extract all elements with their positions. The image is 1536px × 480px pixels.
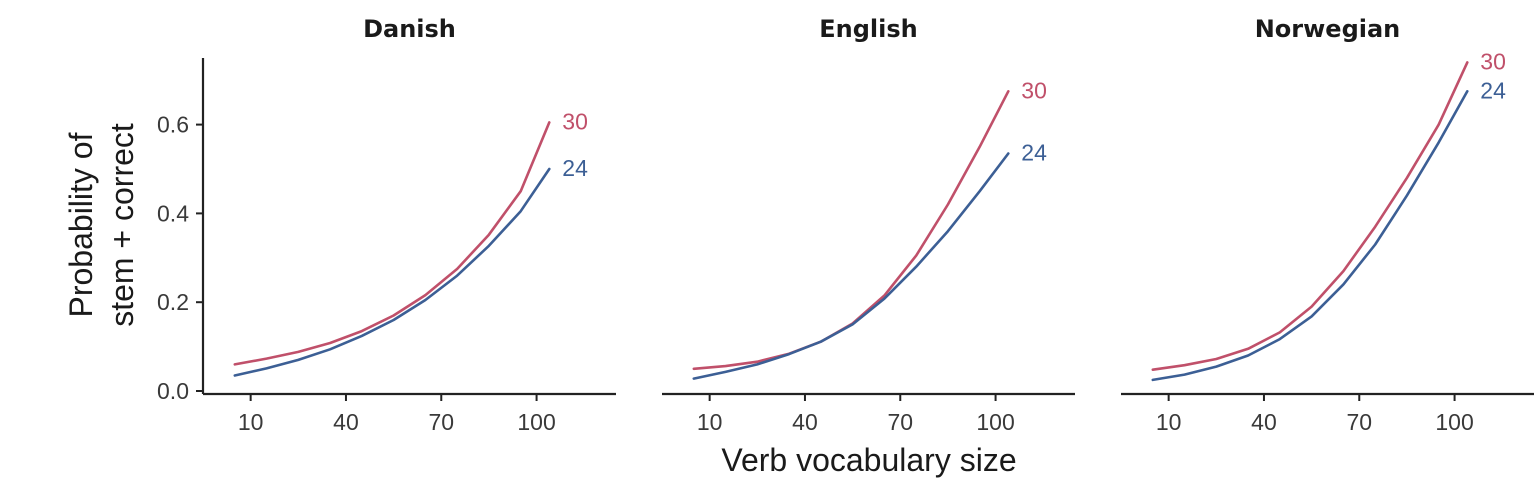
x-tick-label: 40 [333, 409, 359, 435]
series-end-label-24: 24 [1021, 139, 1047, 165]
y-axis-title-line-1: Probability of [63, 132, 99, 317]
x-tick-label: 40 [792, 409, 818, 435]
series-line-24 [692, 152, 1010, 380]
y-tick-label: 0.2 [157, 289, 189, 315]
series-line-30 [233, 121, 551, 366]
y-axis-title-line-2: stem + correct [104, 123, 140, 327]
panel-norwegian: Norwegian 10 40 70 100 30 24 [1121, 15, 1534, 435]
series-line-24 [233, 167, 551, 377]
x-tick-label: 10 [238, 409, 264, 435]
panel-english: English 10 40 70 100 30 24 [662, 15, 1075, 435]
series-end-label-24: 24 [1480, 77, 1506, 103]
series-line-30 [692, 90, 1010, 371]
x-axis-title: Verb vocabulary size [721, 442, 1016, 478]
x-tick-label: 100 [1435, 409, 1473, 435]
series-end-label-24: 24 [562, 155, 588, 181]
y-axis-title: Probability of stem + correct [63, 123, 140, 327]
y-tick-label: 0.6 [157, 112, 189, 138]
x-tick-label: 100 [517, 409, 555, 435]
x-tick-label: 70 [428, 409, 454, 435]
panel-danish: Danish 10 40 70 100 0.0 0.2 0.4 0.6 30 24 [157, 15, 616, 435]
panel-title: Danish [363, 15, 456, 43]
x-tick-label: 40 [1251, 409, 1277, 435]
x-tick-label: 100 [976, 409, 1014, 435]
x-tick-label: 70 [887, 409, 913, 435]
x-tick-label: 70 [1346, 409, 1372, 435]
series-line-30 [1151, 61, 1469, 371]
x-tick-label: 10 [1156, 409, 1182, 435]
y-tick-label: 0.0 [157, 378, 189, 404]
panel-title: Norwegian [1255, 15, 1401, 43]
series-end-label-30: 30 [562, 108, 588, 134]
series-end-label-30: 30 [1021, 77, 1047, 103]
series-line-24 [1151, 90, 1469, 382]
x-tick-label: 10 [697, 409, 723, 435]
series-end-label-30: 30 [1480, 48, 1506, 74]
panel-title: English [819, 15, 917, 43]
y-tick-label: 0.4 [157, 200, 189, 226]
